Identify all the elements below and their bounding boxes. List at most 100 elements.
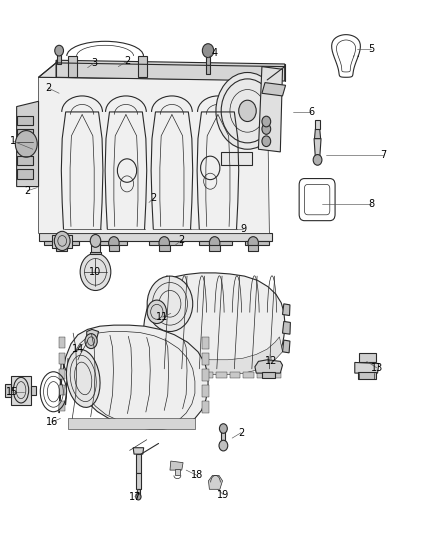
Text: 2: 2 (45, 83, 51, 93)
Polygon shape (283, 340, 290, 353)
Polygon shape (202, 372, 213, 378)
Polygon shape (262, 83, 286, 96)
Polygon shape (56, 245, 67, 251)
Polygon shape (91, 241, 100, 252)
Polygon shape (202, 353, 209, 365)
Polygon shape (109, 245, 119, 251)
Polygon shape (283, 321, 290, 334)
Polygon shape (359, 353, 376, 362)
Polygon shape (149, 241, 182, 245)
Polygon shape (39, 77, 269, 233)
Polygon shape (162, 372, 173, 378)
Polygon shape (59, 401, 65, 411)
Text: 19: 19 (217, 490, 230, 499)
Polygon shape (68, 56, 77, 77)
Polygon shape (243, 372, 254, 378)
Polygon shape (221, 152, 252, 165)
Text: 11: 11 (156, 312, 168, 322)
Polygon shape (159, 245, 170, 251)
Circle shape (55, 45, 64, 56)
Text: 2: 2 (150, 193, 156, 203)
Text: 7: 7 (380, 150, 386, 159)
Circle shape (54, 231, 70, 251)
Circle shape (262, 124, 271, 134)
Polygon shape (248, 245, 258, 251)
Polygon shape (138, 56, 147, 77)
Polygon shape (202, 337, 209, 349)
Polygon shape (96, 241, 127, 245)
Polygon shape (142, 337, 283, 375)
Polygon shape (283, 304, 290, 316)
Polygon shape (31, 386, 36, 395)
Polygon shape (230, 372, 240, 378)
Circle shape (216, 72, 279, 149)
Polygon shape (59, 337, 65, 348)
Polygon shape (255, 360, 283, 373)
Polygon shape (221, 431, 225, 443)
Polygon shape (17, 101, 39, 187)
Polygon shape (142, 273, 285, 372)
Text: 13: 13 (371, 363, 383, 373)
Polygon shape (57, 51, 61, 64)
Circle shape (15, 131, 37, 157)
Polygon shape (358, 372, 376, 379)
Circle shape (239, 100, 256, 122)
Circle shape (56, 237, 67, 249)
Polygon shape (68, 418, 195, 429)
Polygon shape (90, 252, 101, 254)
Polygon shape (87, 329, 99, 340)
Text: 14: 14 (72, 344, 84, 354)
Text: 15: 15 (6, 387, 18, 397)
Circle shape (136, 494, 141, 500)
Text: 12: 12 (265, 357, 278, 366)
Polygon shape (270, 372, 281, 378)
Polygon shape (17, 142, 33, 152)
Circle shape (147, 300, 166, 324)
Polygon shape (5, 384, 11, 397)
Polygon shape (137, 489, 140, 497)
Polygon shape (257, 372, 268, 378)
Polygon shape (170, 461, 183, 470)
Text: 3: 3 (91, 58, 97, 68)
Polygon shape (44, 241, 79, 245)
Circle shape (90, 235, 101, 247)
Circle shape (219, 424, 227, 433)
Polygon shape (59, 353, 65, 364)
Circle shape (313, 155, 322, 165)
Circle shape (219, 440, 228, 451)
Polygon shape (314, 139, 321, 158)
Polygon shape (17, 169, 33, 179)
Text: 4: 4 (212, 49, 218, 58)
Polygon shape (315, 120, 320, 129)
Text: 2: 2 (24, 186, 30, 196)
Polygon shape (39, 63, 285, 80)
Text: 9: 9 (240, 224, 246, 234)
Polygon shape (245, 241, 269, 245)
Polygon shape (355, 362, 379, 373)
Text: 2: 2 (179, 235, 185, 245)
Polygon shape (59, 369, 65, 379)
Circle shape (85, 334, 97, 349)
Text: 2: 2 (238, 428, 244, 438)
Polygon shape (52, 235, 72, 248)
Polygon shape (39, 233, 272, 241)
Circle shape (209, 237, 220, 249)
Polygon shape (17, 129, 33, 139)
Circle shape (262, 136, 271, 147)
Polygon shape (208, 475, 223, 489)
Polygon shape (17, 116, 33, 125)
Polygon shape (133, 448, 144, 454)
Polygon shape (202, 401, 209, 413)
Text: 17: 17 (129, 492, 141, 502)
Polygon shape (258, 67, 283, 152)
Polygon shape (202, 385, 209, 397)
Text: 10: 10 (89, 267, 102, 277)
Text: 8: 8 (368, 199, 374, 208)
Polygon shape (189, 372, 200, 378)
Polygon shape (136, 473, 141, 489)
Polygon shape (202, 369, 209, 381)
Polygon shape (175, 469, 180, 475)
Circle shape (202, 44, 214, 58)
Circle shape (147, 276, 193, 332)
Circle shape (80, 253, 111, 290)
